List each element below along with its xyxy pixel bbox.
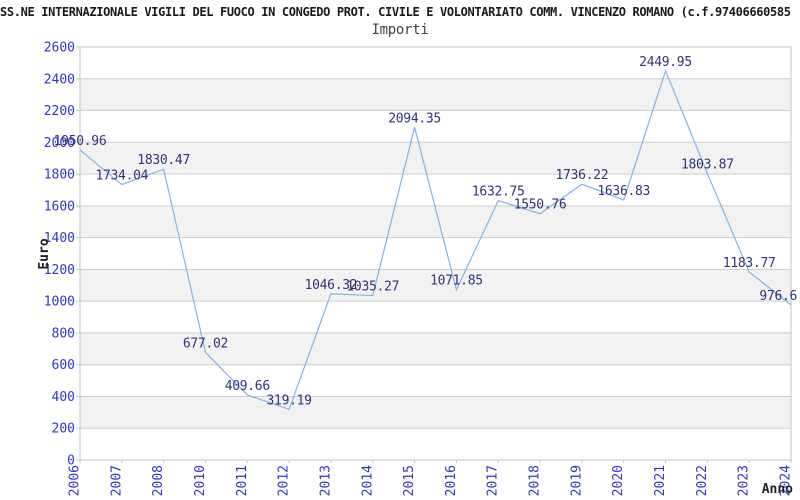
y-tick-label: 2400 (44, 72, 75, 87)
y-tick-label: 1800 (44, 168, 75, 183)
plot-border (79, 46, 792, 461)
point-value-label: 677.02 (183, 336, 228, 351)
x-tick-label: 2017 (486, 465, 501, 496)
plot-bands (80, 47, 791, 460)
point-value-label: 1736.22 (556, 168, 609, 183)
x-tick-label: 2024 (779, 465, 794, 496)
plot-band (80, 332, 791, 365)
x-tick-label: 2014 (360, 465, 375, 496)
plot-band (80, 269, 791, 302)
plot-band (80, 47, 791, 79)
x-tick-label: 2022 (695, 465, 710, 496)
x-tick-label: 2012 (277, 465, 292, 496)
plot-band (80, 396, 791, 429)
x-tick-label: 2015 (402, 465, 417, 496)
x-tick-labels: 2006 2007 2008 2010 2011 2012 2013 2014 2015 2016… (68, 460, 794, 496)
x-tick-label: 2011 (235, 465, 250, 496)
y-tick-label: 2200 (44, 104, 75, 119)
plot-band (80, 205, 791, 238)
series-line (79, 69, 792, 411)
y-axis-title: Euro (37, 238, 52, 269)
point-value-label: 319.19 (267, 393, 312, 408)
y-tick-label: 2600 (44, 41, 75, 56)
point-value-label: 976.6 (759, 289, 797, 304)
point-value-label: 1550.76 (514, 198, 567, 213)
plot-band (80, 142, 791, 175)
x-tick-label: 2019 (569, 465, 584, 496)
plot-band (80, 301, 791, 333)
y-tick-label: 400 (52, 390, 75, 405)
y-tick-labels: 0 200 400 600 800 1000 1200 1400 1600 1800 2000 220… (44, 41, 75, 469)
x-tick-label: 2007 (109, 465, 124, 496)
plot-band (80, 237, 791, 270)
plot-band (80, 428, 791, 460)
point-value-label: 1636.83 (597, 184, 650, 199)
point-value-label: 409.66 (225, 379, 270, 394)
chart-subtitle: Importi (371, 22, 429, 38)
chart-title: SS.NE INTERNAZIONALE VIGILI DEL FUOCO IN… (0, 5, 791, 19)
x-tick-label: 2020 (611, 465, 626, 496)
point-value-label: 1950.96 (54, 134, 107, 149)
plot-band (80, 78, 791, 111)
x-tick-label: 2013 (318, 465, 333, 496)
plot-band (80, 174, 791, 206)
plot-band (80, 364, 791, 397)
x-axis-title: Anno (762, 482, 793, 497)
point-value-label: 1071.85 (430, 274, 483, 289)
point-value-label: 2094.35 (388, 111, 441, 126)
x-tick-label: 2008 (151, 465, 166, 496)
y-tick-label: 600 (52, 358, 75, 373)
x-tick-label: 2023 (737, 465, 752, 496)
point-value-label: 1632.75 (472, 185, 525, 200)
y-tick-label: 1200 (44, 263, 75, 278)
x-tick-label: 2006 (68, 465, 83, 496)
y-tick-label: 200 (52, 422, 75, 437)
y-tick-label: 1000 (44, 295, 75, 310)
point-value-label: 1046.32 (305, 278, 358, 293)
point-value-label: 1803.87 (681, 157, 734, 172)
series-line-group (79, 69, 792, 411)
y-tick-label: 0 (67, 454, 75, 469)
point-value-label: 2449.95 (639, 55, 692, 70)
y-tick-label: 2000 (44, 136, 75, 151)
x-tick-label: 2016 (444, 465, 459, 496)
y-tick-label: 1400 (44, 231, 75, 246)
point-value-label: 1734.04 (95, 169, 148, 184)
point-value-label: 1183.77 (723, 256, 776, 271)
point-value-label: 1035.27 (346, 280, 399, 295)
point-value-label: 1830.47 (137, 153, 190, 168)
y-tick-label: 1600 (44, 199, 75, 214)
plot-frame (79, 46, 792, 461)
x-tick-label: 2021 (653, 465, 668, 496)
x-tick-label: 2018 (528, 465, 543, 496)
plot-band (80, 110, 791, 143)
y-tick-label: 800 (52, 326, 75, 341)
x-tick-label: 2010 (193, 465, 208, 496)
